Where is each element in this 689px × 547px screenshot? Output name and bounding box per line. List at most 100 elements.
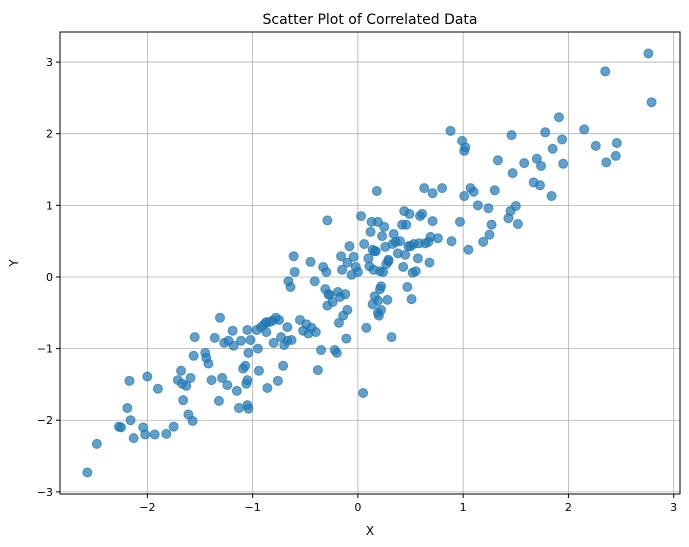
data-point bbox=[312, 365, 323, 376]
data-point bbox=[217, 372, 228, 383]
data-point bbox=[512, 218, 523, 229]
y-tick-label: −2 bbox=[37, 414, 53, 427]
data-point bbox=[161, 428, 172, 439]
data-point bbox=[472, 200, 483, 211]
data-point bbox=[417, 208, 428, 219]
data-point bbox=[178, 395, 189, 406]
data-point bbox=[489, 185, 500, 196]
plot-frame bbox=[59, 31, 681, 495]
data-point bbox=[383, 254, 394, 265]
data-point bbox=[646, 97, 657, 108]
data-point bbox=[286, 335, 297, 345]
data-point bbox=[273, 314, 284, 325]
data-point bbox=[459, 191, 470, 202]
data-point bbox=[601, 157, 612, 168]
data-point bbox=[483, 203, 494, 214]
chart-title: Scatter Plot of Correlated Data bbox=[263, 12, 478, 28]
data-point bbox=[547, 143, 558, 154]
data-point bbox=[546, 191, 557, 202]
data-point bbox=[410, 266, 421, 277]
data-point bbox=[370, 246, 381, 257]
data-point bbox=[486, 219, 497, 230]
data-point bbox=[116, 422, 127, 433]
data-point bbox=[398, 261, 409, 272]
data-point bbox=[553, 112, 564, 123]
data-point bbox=[427, 188, 438, 199]
data-point bbox=[176, 365, 187, 376]
data-point bbox=[187, 415, 198, 426]
data-point bbox=[188, 350, 199, 361]
x-tick-label: 3 bbox=[670, 501, 677, 514]
data-point bbox=[240, 360, 251, 371]
data-point bbox=[535, 180, 545, 191]
data-point bbox=[579, 124, 590, 135]
grid bbox=[60, 32, 680, 494]
data-point bbox=[437, 183, 448, 194]
data-point bbox=[122, 403, 133, 414]
data-point bbox=[352, 266, 363, 277]
data-point bbox=[282, 322, 293, 333]
y-axis-ticks: −3 −2 −1 0 1 2 3 bbox=[37, 56, 60, 499]
data-point bbox=[427, 216, 438, 227]
y-axis-label: Y bbox=[7, 259, 21, 268]
data-point bbox=[128, 433, 139, 444]
data-point bbox=[404, 208, 415, 219]
data-point bbox=[379, 221, 390, 232]
data-point bbox=[310, 327, 321, 338]
data-point bbox=[243, 403, 254, 414]
data-point bbox=[590, 140, 601, 151]
data-point bbox=[242, 324, 253, 335]
data-point bbox=[227, 325, 238, 336]
data-point bbox=[213, 395, 224, 406]
data-point bbox=[432, 233, 443, 244]
data-point bbox=[600, 66, 611, 77]
data-point bbox=[510, 201, 521, 212]
data-point bbox=[372, 295, 383, 306]
data-point bbox=[558, 158, 569, 169]
data-point bbox=[336, 251, 347, 262]
data-point bbox=[168, 421, 179, 432]
data-point bbox=[185, 372, 196, 383]
data-point bbox=[340, 289, 351, 300]
data-point bbox=[321, 266, 332, 277]
data-point bbox=[455, 216, 465, 227]
data-point bbox=[400, 249, 411, 260]
y-tick-label: 3 bbox=[46, 56, 53, 69]
x-tick-label: 0 bbox=[354, 501, 361, 514]
x-tick-label: −2 bbox=[139, 501, 155, 514]
x-tick-label: 2 bbox=[565, 501, 572, 514]
data-point bbox=[382, 294, 393, 305]
data-point bbox=[402, 281, 413, 292]
data-point bbox=[358, 388, 369, 399]
data-point bbox=[82, 467, 93, 478]
data-point bbox=[356, 211, 367, 222]
data-point bbox=[342, 304, 353, 315]
data-point bbox=[142, 371, 153, 382]
data-point bbox=[361, 322, 372, 333]
data-point bbox=[140, 429, 151, 440]
data-point bbox=[344, 241, 355, 252]
data-point bbox=[261, 327, 272, 338]
data-point bbox=[386, 332, 397, 343]
data-point bbox=[424, 257, 435, 268]
data-point bbox=[289, 266, 300, 277]
data-point bbox=[327, 297, 338, 308]
data-point bbox=[643, 48, 654, 59]
data-point bbox=[305, 256, 316, 267]
data-point bbox=[492, 155, 503, 166]
data-point bbox=[419, 183, 430, 194]
data-point bbox=[406, 294, 417, 305]
data-point bbox=[233, 403, 244, 414]
data-point bbox=[152, 383, 163, 394]
data-point bbox=[91, 438, 102, 449]
y-tick-label: −3 bbox=[37, 486, 53, 499]
data-point bbox=[557, 134, 568, 145]
data-point bbox=[278, 360, 289, 371]
data-point bbox=[181, 380, 192, 391]
data-point bbox=[610, 150, 621, 161]
data-point bbox=[445, 125, 456, 136]
data-point bbox=[446, 236, 457, 247]
scatter-points bbox=[82, 48, 657, 478]
x-axis-label: X bbox=[366, 524, 374, 538]
